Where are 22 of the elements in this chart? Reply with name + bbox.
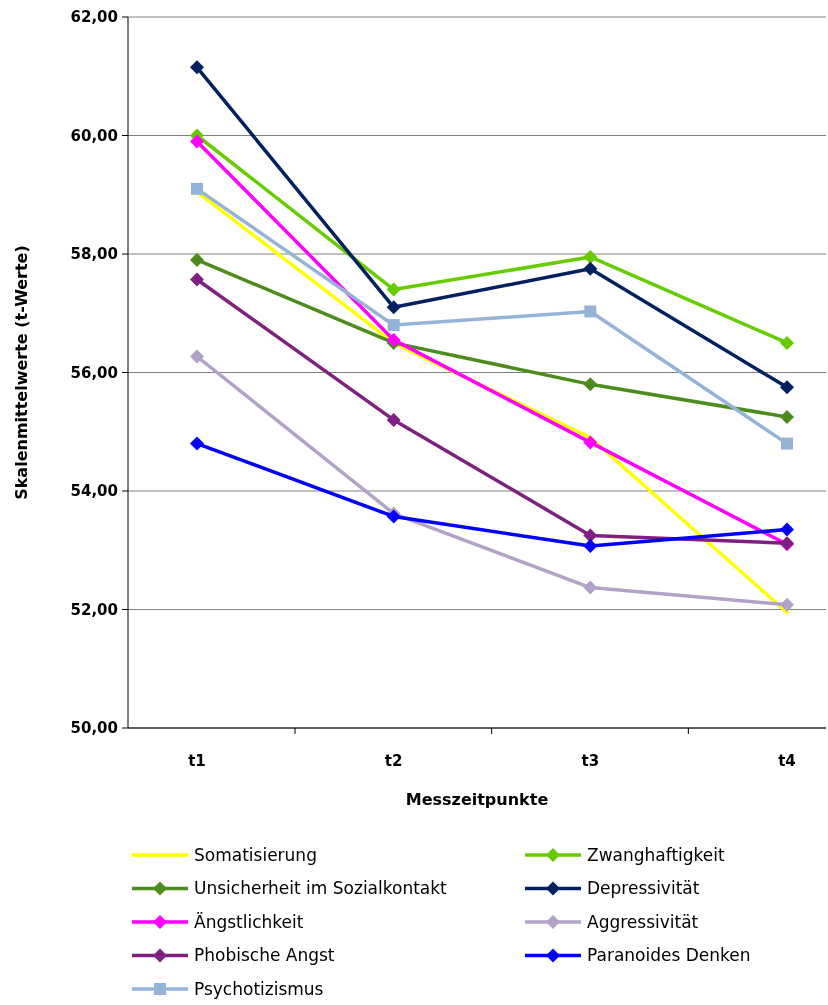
- y-axis-title: Skalenmittelwerte (t-Werte): [12, 245, 31, 500]
- x-tick-label: t1: [188, 752, 206, 770]
- legend-label: Psychotizismus: [194, 978, 324, 999]
- y-tick-label: 52,00: [70, 600, 118, 619]
- x-axis-title: Messzeitpunkte: [405, 790, 549, 809]
- y-tick-label: 50,00: [70, 719, 118, 738]
- legend-label: Zwanghaftigkeit: [587, 844, 726, 865]
- x-tick-label: t2: [384, 752, 403, 770]
- legend-label: Phobische Angst: [194, 945, 335, 966]
- y-tick-label: 60,00: [70, 126, 118, 145]
- y-tick-label: 54,00: [70, 482, 118, 501]
- x-tick-label: t4: [778, 752, 796, 770]
- legend-label: Ängstlichkeit: [194, 911, 304, 932]
- legend-label: Depressivität: [587, 878, 700, 899]
- y-tick-label: 58,00: [70, 245, 118, 264]
- legend-label: Unsicherheit im Sozialkontakt: [194, 878, 448, 899]
- y-tick-label: 62,00: [70, 8, 118, 27]
- x-tick-label: t3: [581, 752, 600, 770]
- legend-label: Aggressivität: [587, 911, 699, 932]
- legend-label: Somatisierung: [194, 844, 317, 865]
- legend-label: Paranoides Denken: [587, 945, 751, 966]
- y-tick-label: 56,00: [70, 363, 118, 382]
